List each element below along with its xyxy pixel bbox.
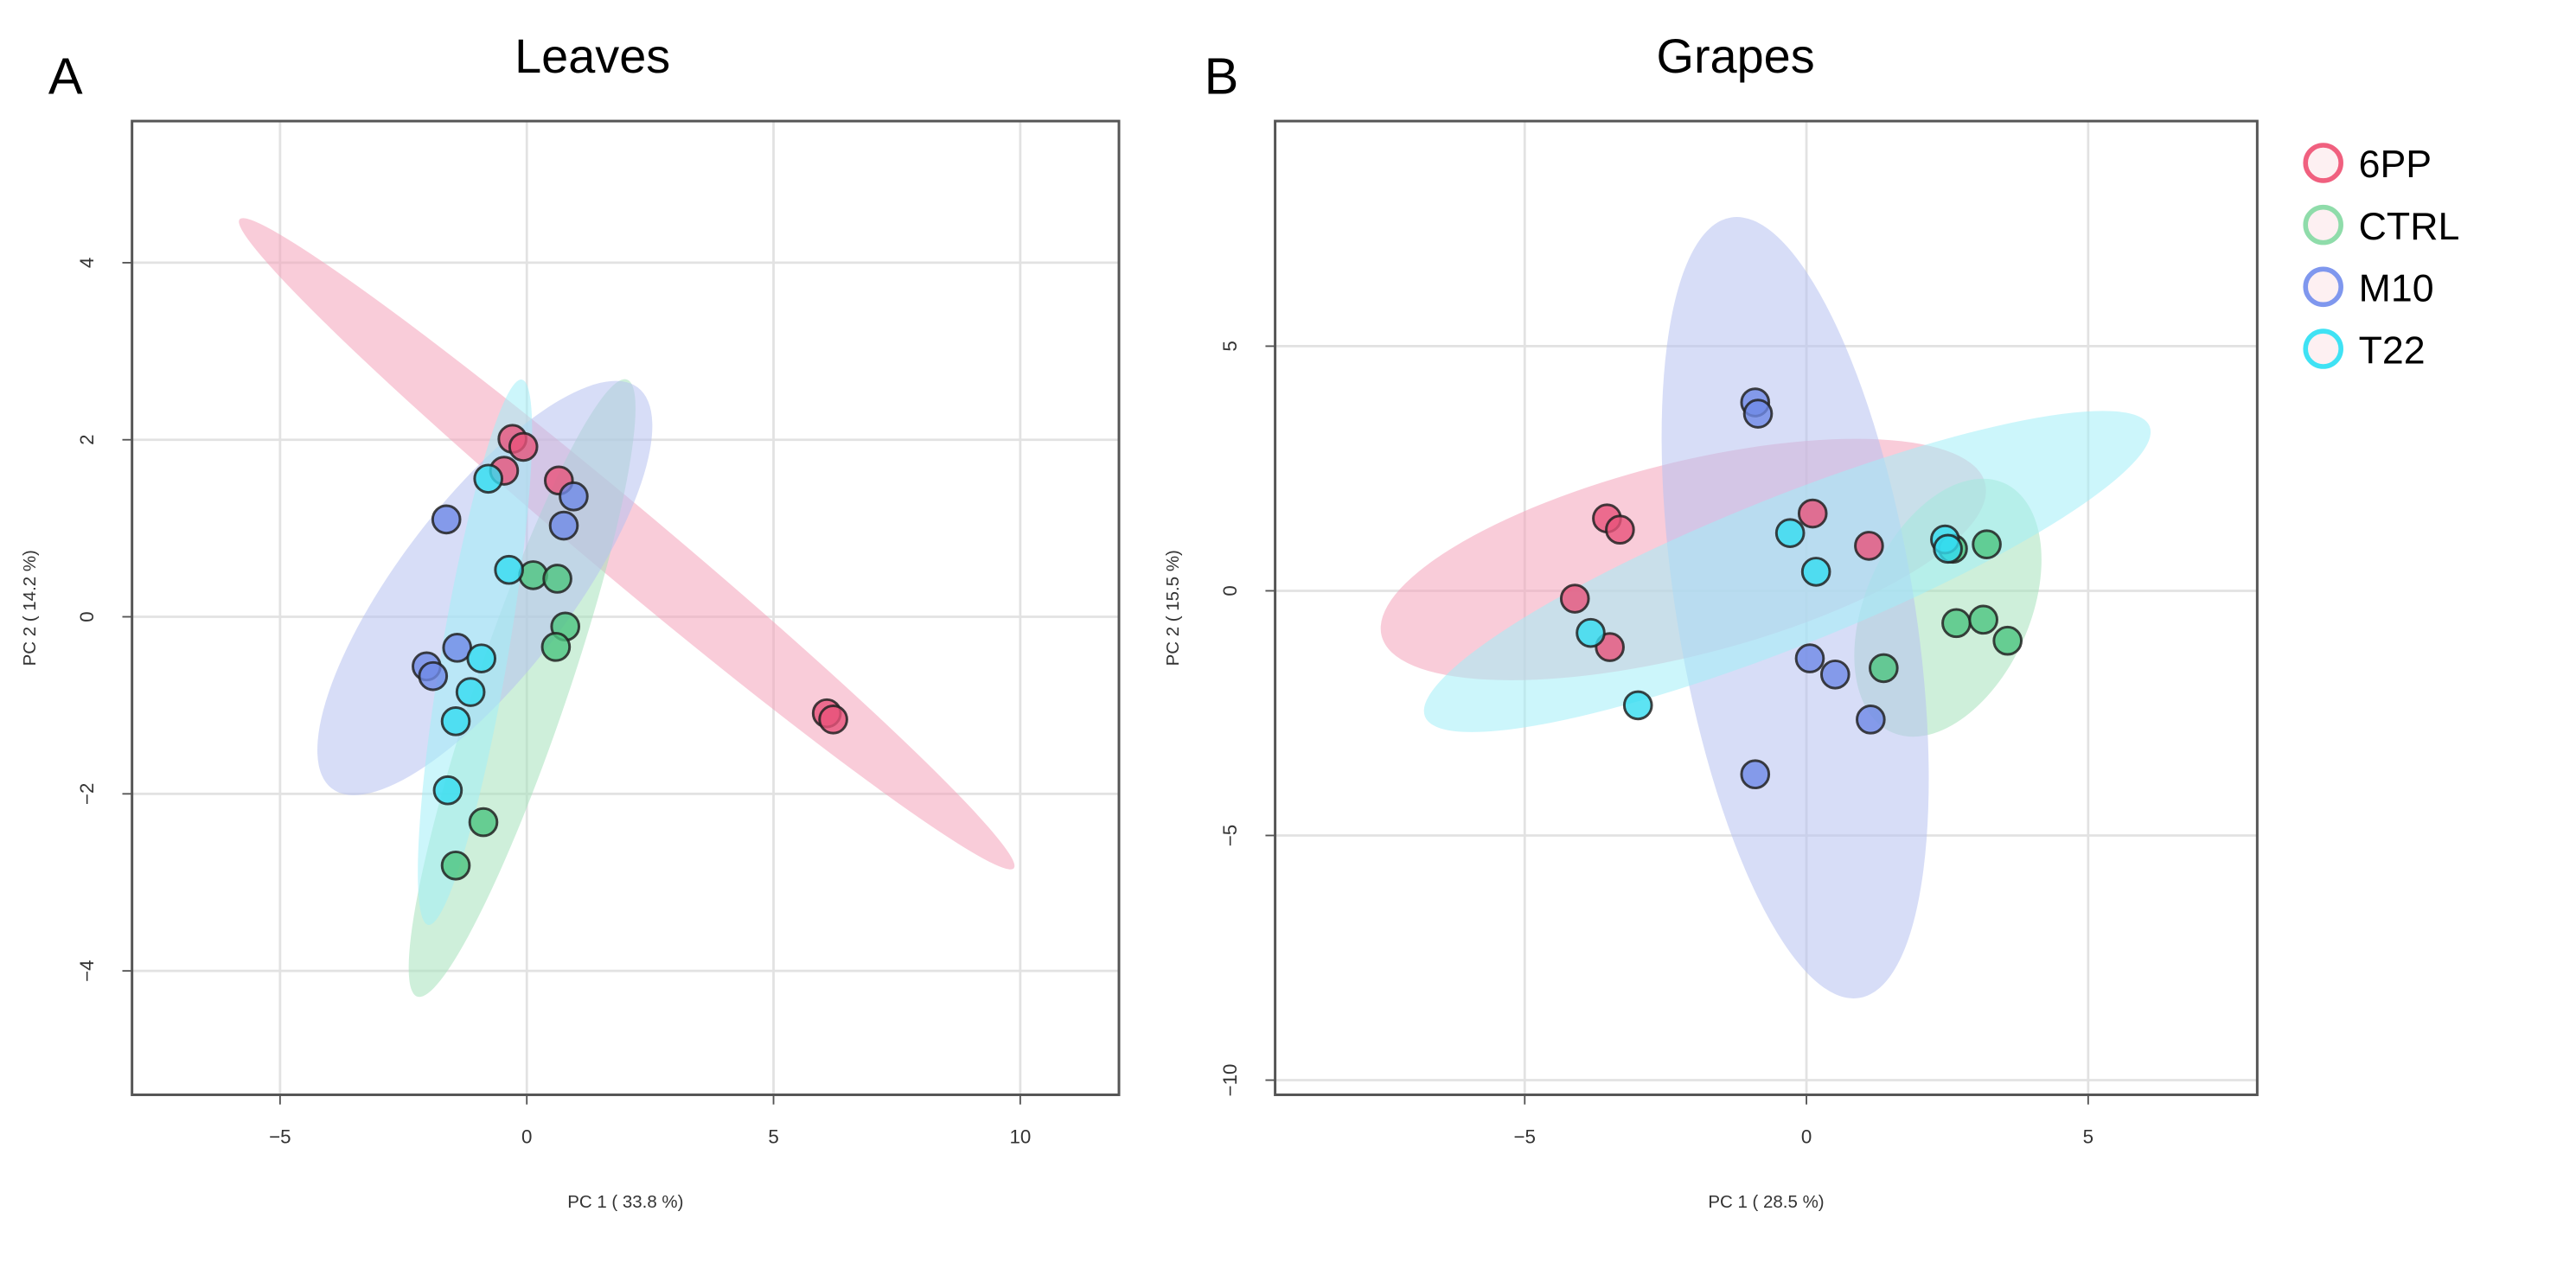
y-tick-label: −10 <box>1219 1064 1241 1097</box>
x-tick-label: −5 <box>1514 1126 1536 1147</box>
legend-label: M10 <box>2359 268 2434 310</box>
y-tick-label: 4 <box>76 258 98 268</box>
data-point-ctrl <box>440 850 471 881</box>
data-point-m10 <box>548 510 579 541</box>
legend: 6PP CTRL M10 T22 <box>2303 143 2460 372</box>
data-point-m10 <box>418 660 449 692</box>
legend-label: 6PP <box>2359 143 2432 186</box>
data-point-ctrl <box>468 807 499 838</box>
legend-label: CTRL <box>2359 206 2460 248</box>
data-point-t22 <box>1933 533 1963 564</box>
y-tick-label: 0 <box>1219 585 1241 596</box>
legend-marker-icon <box>2303 266 2343 308</box>
chart-title: Leaves <box>515 29 670 83</box>
data-point-t22 <box>1774 518 1806 548</box>
data-point-6pp <box>1605 514 1635 545</box>
plot-frame <box>131 119 1121 1096</box>
x-tick-label: 10 <box>1009 1126 1031 1147</box>
data-point-t22 <box>455 677 486 707</box>
legend-marker-icon <box>2303 328 2343 369</box>
data-point-t22 <box>440 706 471 737</box>
y-tick-label: −5 <box>1219 825 1241 846</box>
data-point-ctrl <box>1869 653 1899 684</box>
panel-letter: B <box>1205 47 1239 105</box>
data-point-m10 <box>1856 705 1886 735</box>
ellipses <box>239 218 1015 998</box>
legend-item-m10: M10 <box>2303 266 2434 310</box>
chart-grapes: B Grapes −5 0 5 −10 −5 0 5 PC 1 ( 28.5 %) PC 2 ( 1… <box>1163 29 2259 1212</box>
data-point-6pp <box>508 431 539 462</box>
data-point-ctrl <box>1941 608 1972 639</box>
data-point-t22 <box>1576 617 1606 648</box>
data-point-m10 <box>1794 643 1825 673</box>
y-tick-label: 2 <box>76 435 98 445</box>
legend-item-ctrl: CTRL <box>2303 204 2460 248</box>
data-point-m10 <box>1819 659 1851 690</box>
data-point-t22 <box>494 554 524 585</box>
data-point-m10 <box>1742 399 1774 429</box>
data-point-t22 <box>432 775 463 806</box>
x-tick-label: 0 <box>1801 1126 1812 1147</box>
plot-frame <box>1274 119 2259 1096</box>
y-axis-label: PC 2 ( 15.5 %) <box>1163 550 1183 666</box>
data-point-t22 <box>473 463 504 494</box>
y-tick-label: −2 <box>76 783 98 805</box>
x-tick-label: −5 <box>269 1126 291 1147</box>
data-point-6pp <box>1559 583 1590 614</box>
legend-marker-icon <box>2303 204 2343 246</box>
panel-letter: A <box>48 47 83 105</box>
data-point-t22 <box>1622 690 1653 721</box>
y-tick-label: 5 <box>1219 341 1241 351</box>
data-point-t22 <box>1800 557 1831 587</box>
x-tick-label: 5 <box>2083 1126 2093 1147</box>
data-point-t22 <box>466 643 497 673</box>
data-point-ctrl <box>1992 625 2023 656</box>
data-point-6pp <box>1797 498 1828 529</box>
x-axis-label: PC 1 ( 28.5 %) <box>1708 1192 1824 1212</box>
data-point-m10 <box>1740 759 1771 790</box>
data-point-ctrl <box>540 632 572 662</box>
ellipses <box>1380 217 2151 998</box>
data-point-6pp <box>818 704 848 735</box>
y-axis-label: PC 2 ( 14.2 %) <box>20 550 40 666</box>
data-point-ctrl <box>542 564 572 594</box>
y-tick-label: 0 <box>76 611 98 622</box>
legend-label: T22 <box>2359 329 2426 372</box>
x-tick-label: 0 <box>521 1126 532 1147</box>
legend-item-t22: T22 <box>2303 328 2426 372</box>
data-point-6pp <box>1854 531 1884 561</box>
chart-title: Grapes <box>1657 29 1815 83</box>
x-axis-label: PC 1 ( 33.8 %) <box>567 1192 683 1212</box>
data-point-ctrl <box>1972 529 2002 560</box>
data-point-ctrl <box>1968 604 1998 635</box>
data-point-m10 <box>431 504 462 535</box>
chart-leaves: A Leaves −5 0 5 10 −4 −2 0 2 4 PC 1 ( 33.8 %) PC 2 (… <box>20 29 1121 1212</box>
data-point-m10 <box>559 481 589 512</box>
legend-item-6pp: 6PP <box>2303 143 2432 186</box>
x-tick-label: 5 <box>768 1126 778 1147</box>
legend-marker-icon <box>2303 143 2343 183</box>
y-tick-label: −4 <box>76 960 98 981</box>
data-point-ctrl <box>518 560 548 590</box>
